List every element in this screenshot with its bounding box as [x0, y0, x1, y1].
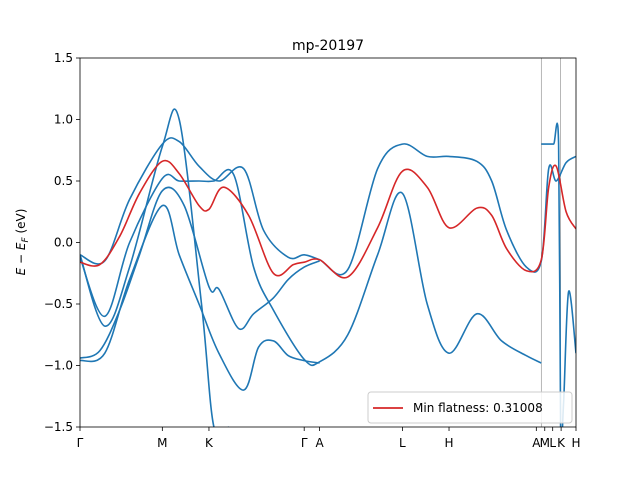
x-tick-label: Γ	[77, 436, 84, 450]
y-tick-label: 0.0	[54, 236, 73, 250]
x-tick-label: H	[445, 436, 454, 450]
x-tick-label: L	[549, 436, 556, 450]
legend-box	[367, 391, 573, 424]
legend: Min flatness: 0.31008	[367, 391, 573, 424]
x-tick-label: K	[557, 436, 566, 450]
x-tick-label: M	[157, 436, 167, 450]
x-tick-label: Γ	[301, 436, 308, 450]
x-tick-label: A	[532, 436, 541, 450]
band-line-3	[80, 186, 320, 359]
y-axis-label-sub: F	[21, 237, 31, 243]
x-tick-label: K	[205, 436, 214, 450]
x-tick-label: L	[399, 436, 406, 450]
series-layer	[80, 108, 576, 427]
chart-title: mp-20197	[292, 38, 364, 54]
plot-background	[80, 58, 576, 427]
y-tick-label: −1.5	[44, 420, 73, 434]
y-tick-label: −0.5	[44, 297, 73, 311]
y-axis: −1.5 −1.0 −0.5 0.0 0.5 1.0 1.5	[44, 51, 80, 434]
plot-area	[79, 57, 577, 428]
band-line-5	[541, 122, 576, 427]
min-flatness-band	[80, 159, 576, 279]
band-line-2	[80, 204, 320, 391]
y-tick-label: −1.0	[44, 359, 73, 373]
legend-label: Min flatness: 0.31008	[413, 401, 543, 415]
y-axis-label-main: E − E	[14, 242, 28, 275]
x-tick-label: M	[540, 436, 550, 450]
x-tick-label: H	[571, 436, 580, 450]
y-tick-label: 0.5	[54, 174, 73, 188]
y-tick-label: 1.0	[54, 113, 73, 127]
band-line-1	[80, 168, 542, 367]
band-line-4	[80, 108, 229, 427]
x-tick-label: A	[315, 436, 324, 450]
y-tick-label: 1.5	[54, 51, 73, 65]
y-axis-label-unit: (eV)	[14, 209, 28, 238]
y-axis-label: E − EF (eV)	[14, 209, 31, 276]
